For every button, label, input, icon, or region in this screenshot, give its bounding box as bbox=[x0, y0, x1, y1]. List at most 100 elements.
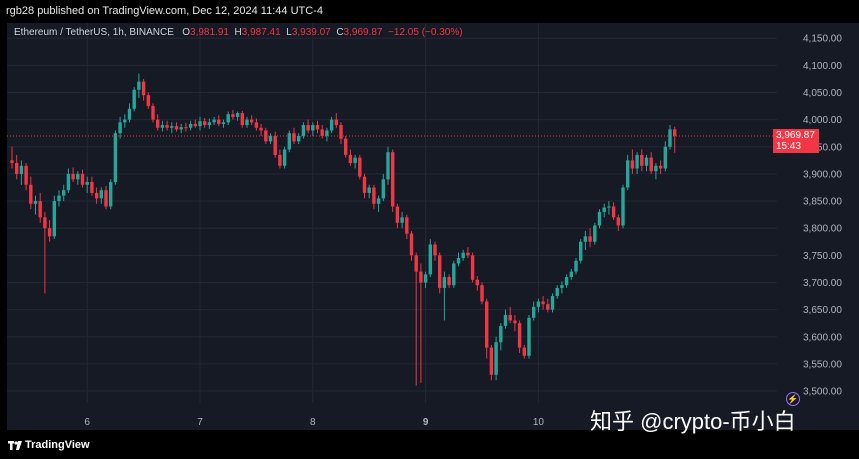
candle-body bbox=[160, 125, 165, 128]
candle bbox=[254, 118, 259, 131]
candle-body bbox=[306, 125, 310, 131]
candle bbox=[315, 120, 320, 134]
candle-body bbox=[372, 187, 376, 204]
candle bbox=[282, 146, 287, 169]
candle bbox=[593, 222, 597, 245]
publish-header: rgb28 published on TradingView.com, Dec … bbox=[0, 0, 859, 22]
close-label: C bbox=[336, 27, 344, 38]
candle bbox=[231, 109, 235, 120]
close-value: 3,969.87 bbox=[343, 27, 383, 38]
footer-bar bbox=[0, 430, 859, 459]
candle-body bbox=[170, 126, 174, 128]
candle-body bbox=[348, 154, 353, 164]
candle bbox=[94, 187, 99, 204]
candle-body bbox=[475, 279, 479, 286]
candle bbox=[480, 282, 484, 305]
ohlc-legend: Ethereum / TetherUS, 1h, BINANCE O3,981.… bbox=[14, 27, 463, 38]
candle-body bbox=[494, 342, 498, 375]
candle bbox=[29, 176, 33, 210]
candle-body bbox=[503, 315, 508, 326]
candle-body bbox=[24, 165, 28, 185]
candle bbox=[532, 301, 536, 321]
candle bbox=[306, 119, 310, 134]
candle-body bbox=[536, 301, 541, 307]
candle bbox=[259, 123, 263, 136]
y-tick-label: 3,650.00 bbox=[803, 305, 842, 316]
candle-body bbox=[165, 125, 169, 128]
high-label: H bbox=[234, 27, 242, 38]
candle bbox=[62, 184, 66, 202]
candle-body bbox=[19, 165, 24, 174]
candle-body bbox=[240, 113, 244, 126]
candle-body bbox=[334, 119, 338, 126]
candle bbox=[489, 344, 494, 381]
candle-body bbox=[76, 173, 80, 180]
candle-body bbox=[250, 119, 254, 123]
candle-body bbox=[376, 198, 381, 204]
candle bbox=[640, 149, 644, 172]
candle bbox=[339, 122, 343, 145]
candle-body bbox=[245, 119, 249, 126]
candle-body bbox=[517, 323, 522, 348]
candle-body bbox=[264, 130, 268, 142]
publish-info-text: rgb28 published on TradingView.com, Dec … bbox=[6, 5, 323, 17]
candle bbox=[668, 125, 672, 150]
open-label: O bbox=[182, 27, 191, 38]
candle bbox=[334, 113, 338, 128]
candle bbox=[560, 281, 564, 294]
candle bbox=[409, 230, 414, 261]
candle-body bbox=[174, 126, 179, 130]
candle-body bbox=[593, 225, 597, 242]
candle bbox=[381, 173, 385, 202]
candle-body bbox=[419, 271, 423, 283]
candle bbox=[127, 103, 132, 123]
candle-body bbox=[630, 160, 635, 169]
candle bbox=[325, 127, 329, 142]
candle-body bbox=[658, 165, 663, 169]
candle-body bbox=[203, 121, 207, 126]
candle bbox=[597, 209, 602, 229]
candle bbox=[47, 220, 52, 242]
candle bbox=[123, 114, 127, 128]
candlestick-chart[interactable]: 3,500.00 3,550.00 3,600.00 3,650.00 3,700.00… bbox=[7, 23, 859, 430]
change-value: −12.05 (−0.30%) bbox=[388, 27, 463, 38]
candle-body bbox=[287, 133, 291, 150]
candle bbox=[658, 160, 663, 174]
candle-body bbox=[118, 122, 122, 134]
candle-body bbox=[489, 347, 494, 375]
candle bbox=[104, 185, 108, 210]
candle bbox=[367, 184, 371, 199]
candle bbox=[33, 195, 38, 215]
candle bbox=[43, 211, 47, 294]
candle bbox=[188, 120, 193, 131]
tradingview-logo[interactable]: TradingView bbox=[8, 439, 90, 451]
candle-body bbox=[597, 211, 602, 226]
candle bbox=[358, 154, 362, 180]
y-tick-label: 4,050.00 bbox=[803, 88, 842, 99]
candle-body bbox=[146, 95, 150, 107]
candle-body bbox=[90, 182, 94, 193]
candle-body bbox=[574, 260, 578, 272]
candle bbox=[447, 274, 451, 288]
candle-body bbox=[546, 304, 550, 310]
candle bbox=[174, 122, 179, 132]
candle bbox=[348, 149, 353, 166]
candle bbox=[419, 263, 423, 383]
candle bbox=[184, 122, 188, 132]
candle-body bbox=[433, 244, 437, 256]
lightning-icon[interactable]: ⚡ bbox=[786, 392, 800, 406]
candle-body bbox=[452, 263, 456, 286]
candle bbox=[428, 239, 432, 278]
candle-body bbox=[278, 154, 282, 166]
chart-panel[interactable]: 3,500.00 3,550.00 3,600.00 3,650.00 3,700.00… bbox=[7, 23, 859, 430]
candle-body bbox=[132, 89, 136, 109]
x-tick-label: 7 bbox=[197, 417, 203, 428]
candle bbox=[569, 268, 573, 280]
candle bbox=[517, 320, 522, 354]
candle-body bbox=[583, 236, 588, 242]
candle-body bbox=[395, 206, 400, 223]
candle-body bbox=[513, 320, 517, 324]
candle bbox=[372, 184, 376, 210]
candle-body bbox=[235, 113, 240, 117]
candle bbox=[456, 252, 461, 267]
